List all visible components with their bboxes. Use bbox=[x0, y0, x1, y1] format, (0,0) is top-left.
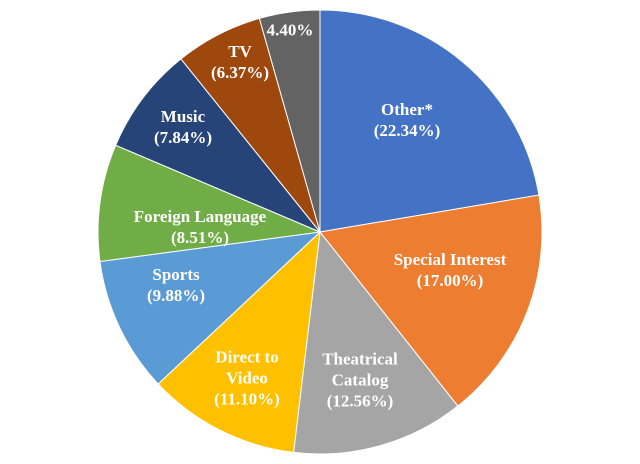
pie-slice bbox=[114, 58, 321, 233]
slice-label: Sports (9.88%) bbox=[96, 264, 256, 306]
value-label: 4.40% bbox=[266, 20, 314, 40]
category-label: Other* bbox=[381, 100, 433, 119]
pie-slice bbox=[293, 230, 459, 455]
category-label: Foreign Language bbox=[133, 207, 267, 226]
value-label: (11.10%) bbox=[214, 389, 280, 409]
slice-label: Foreign Language (8.51%) bbox=[90, 206, 310, 248]
value-label: (12.56%) bbox=[326, 391, 394, 411]
category-label: Theatrical Catalog bbox=[322, 349, 398, 390]
value-label: (7.84%) bbox=[153, 128, 213, 147]
pie-slice bbox=[319, 194, 543, 407]
slice-label: Music (7.84%) bbox=[103, 106, 263, 148]
slice-label: Direct to Video (11.10%) bbox=[197, 347, 297, 410]
category-label: Music bbox=[160, 107, 206, 126]
value-label: (17.00%) bbox=[416, 271, 484, 290]
slice-label: Theatrical Catalog (12.56%) bbox=[305, 349, 415, 412]
slice-label: Special Interest (17.00%) bbox=[340, 249, 560, 291]
category-label: Sports bbox=[152, 265, 200, 284]
pie-slice bbox=[99, 231, 322, 385]
value-label: (9.88%) bbox=[146, 286, 206, 305]
category-label: Special Interest bbox=[393, 250, 507, 269]
slice-label: Other* (22.34%) bbox=[307, 99, 507, 141]
slice-label: TV (6.37%) bbox=[180, 41, 300, 83]
pie-slice bbox=[258, 9, 321, 233]
slice-label: 4.40% bbox=[250, 20, 330, 41]
category-label: Direct to Video bbox=[215, 347, 279, 388]
value-label: (22.34%) bbox=[373, 121, 441, 140]
value-label: (8.51%) bbox=[170, 228, 230, 247]
pie-slice bbox=[319, 9, 540, 233]
value-label: (6.37%) bbox=[210, 63, 270, 82]
pie-slice bbox=[97, 144, 322, 263]
category-label: TV bbox=[228, 42, 252, 61]
pie-slice bbox=[157, 230, 321, 453]
